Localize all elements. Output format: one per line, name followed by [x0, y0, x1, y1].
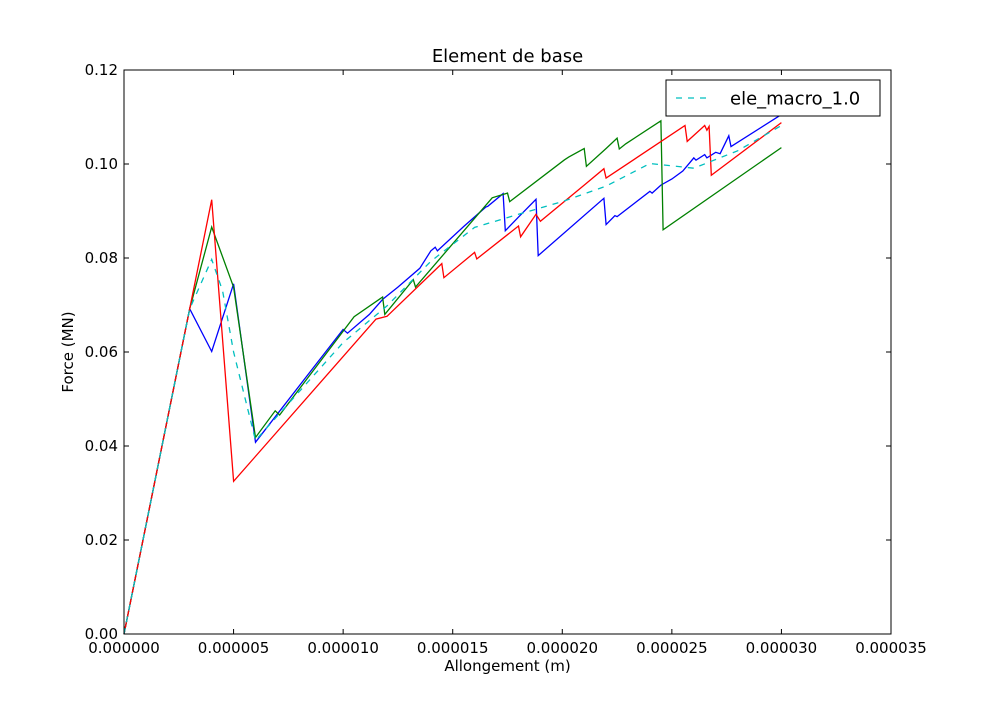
x-tick-label: 0.000015: [417, 639, 489, 657]
y-tick-label: 0.08: [85, 249, 118, 267]
y-tick-label: 0.00: [85, 625, 118, 643]
series-line-4: [123, 124, 782, 635]
x-tick-label: 0.000000: [88, 639, 160, 657]
x-tick-label: 0.000025: [636, 639, 708, 657]
chart-title: Element de base: [432, 46, 583, 67]
y-tick-label: 0.10: [85, 155, 118, 173]
tick-layer: 0.000000 0.000005 0.000010 0.000015 0.000020…: [85, 61, 927, 657]
series-layer: [123, 114, 782, 635]
x-tick-label: 0.000030: [746, 639, 818, 657]
series-line-3: [123, 122, 782, 635]
y-tick-label: 0.12: [85, 61, 118, 79]
legend: ele_macro_1.0: [665, 79, 881, 117]
x-tick-label: 0.000035: [855, 639, 927, 657]
series-line-2: [123, 119, 782, 635]
x-axis-label: Allongement (m): [444, 657, 570, 675]
plot-area: [124, 70, 891, 634]
y-axis-label: Force (MN): [59, 311, 77, 392]
x-tick-label: 0.000020: [526, 639, 598, 657]
y-tick-label: 0.02: [85, 531, 118, 549]
x-tick-label: 0.000010: [307, 639, 379, 657]
x-tick-label: 0.000005: [198, 639, 270, 657]
y-tick-label: 0.04: [85, 437, 118, 455]
legend-entry-label: ele_macro_1.0: [730, 89, 860, 110]
y-tick-label: 0.06: [85, 343, 118, 361]
series-line-1: [123, 114, 782, 635]
